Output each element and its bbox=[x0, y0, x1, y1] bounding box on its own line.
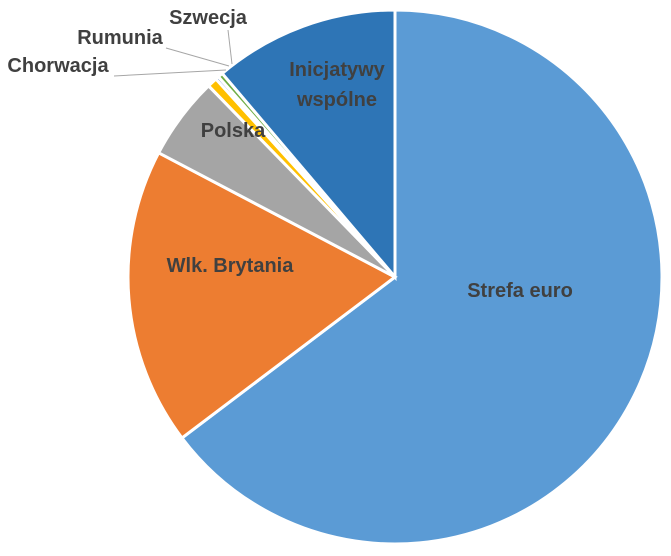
pie-slices bbox=[126, 8, 664, 546]
leader-line-chorwacja bbox=[113, 69, 227, 77]
leader-line-rumunia bbox=[165, 47, 230, 67]
slice-label-rumunia: Rumunia bbox=[77, 27, 163, 49]
slice-wlk-brytania bbox=[126, 150, 398, 441]
leader-lines bbox=[113, 29, 233, 77]
slice-label-wlk-brytania: Wlk. Brytania bbox=[167, 255, 295, 277]
slice-label-chorwacja: Chorwacja bbox=[7, 55, 109, 77]
slice-label-inicjatywy-wsp-lne: Inicjatywy wspólne bbox=[289, 59, 385, 111]
slice-labels: Strefa euro Wlk. Brytania Polska Chorwacja R… bbox=[7, 7, 572, 302]
slice-label-polska: Polska bbox=[201, 120, 266, 142]
slice-strefa-euro bbox=[179, 8, 664, 546]
slice-label-szwecja: Szwecja bbox=[169, 7, 248, 29]
slice-inicjatywy-wsp-lne bbox=[220, 8, 397, 282]
leader-line-szwecja bbox=[227, 29, 233, 65]
slice-label-strefa-euro: Strefa euro bbox=[467, 280, 573, 302]
